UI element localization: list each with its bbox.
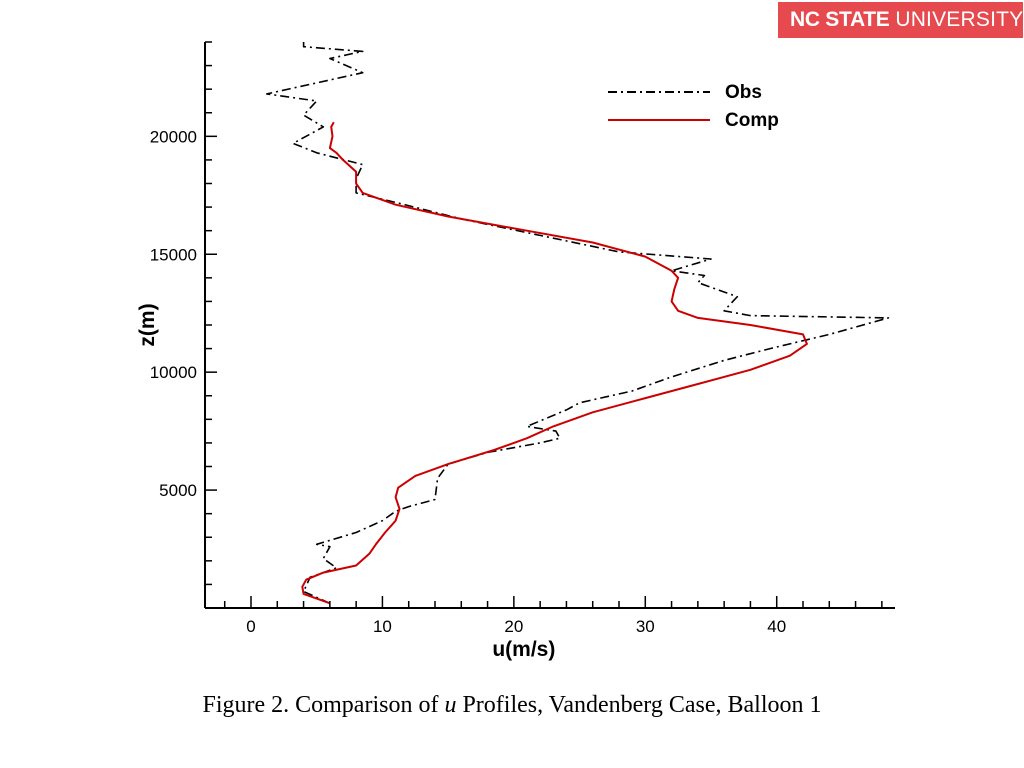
y-axis-title: z(m): [136, 303, 159, 346]
y-tick-label: 20000: [150, 127, 197, 146]
x-tick-label: 20: [504, 617, 523, 636]
x-tick-label: 0: [246, 617, 255, 636]
legend-label-obs: Obs: [725, 82, 762, 103]
logo-bold-text: NC STATE: [790, 8, 890, 31]
caption-variable: u: [444, 692, 457, 718]
nc-state-logo: NC STATE UNIVERSITY: [778, 2, 1023, 38]
series-line-comp: [301, 121, 808, 605]
caption-prefix: Figure 2. Comparison of: [202, 692, 445, 718]
y-tick-label: 10000: [150, 363, 197, 382]
y-tick-label: 5000: [159, 481, 197, 500]
axes: 0 10 20 30 40 5000 10000 15000 20000: [150, 41, 895, 636]
caption-suffix: Profiles, Vandenberg Case, Balloon 1: [456, 692, 822, 718]
u-profile-chart: 0 10 20 30 40 5000 10000 15000 20000 Obs Comp u(m…: [136, 41, 895, 661]
figure-caption: Figure 2. Comparison of u Profiles, Vand…: [0, 692, 1024, 719]
x-axis-title: u(m/s): [492, 638, 555, 661]
logo-light-text: UNIVERSITY: [895, 8, 1024, 31]
plot-area: [266, 42, 890, 605]
x-tick-label: 30: [636, 617, 655, 636]
legend-label-comp: Comp: [725, 110, 779, 131]
series-line-obs: [266, 42, 890, 605]
y-tick-label: 15000: [150, 245, 197, 264]
x-tick-label: 40: [767, 617, 786, 636]
legend: Obs Comp: [608, 82, 779, 131]
x-tick-label: 10: [373, 617, 392, 636]
